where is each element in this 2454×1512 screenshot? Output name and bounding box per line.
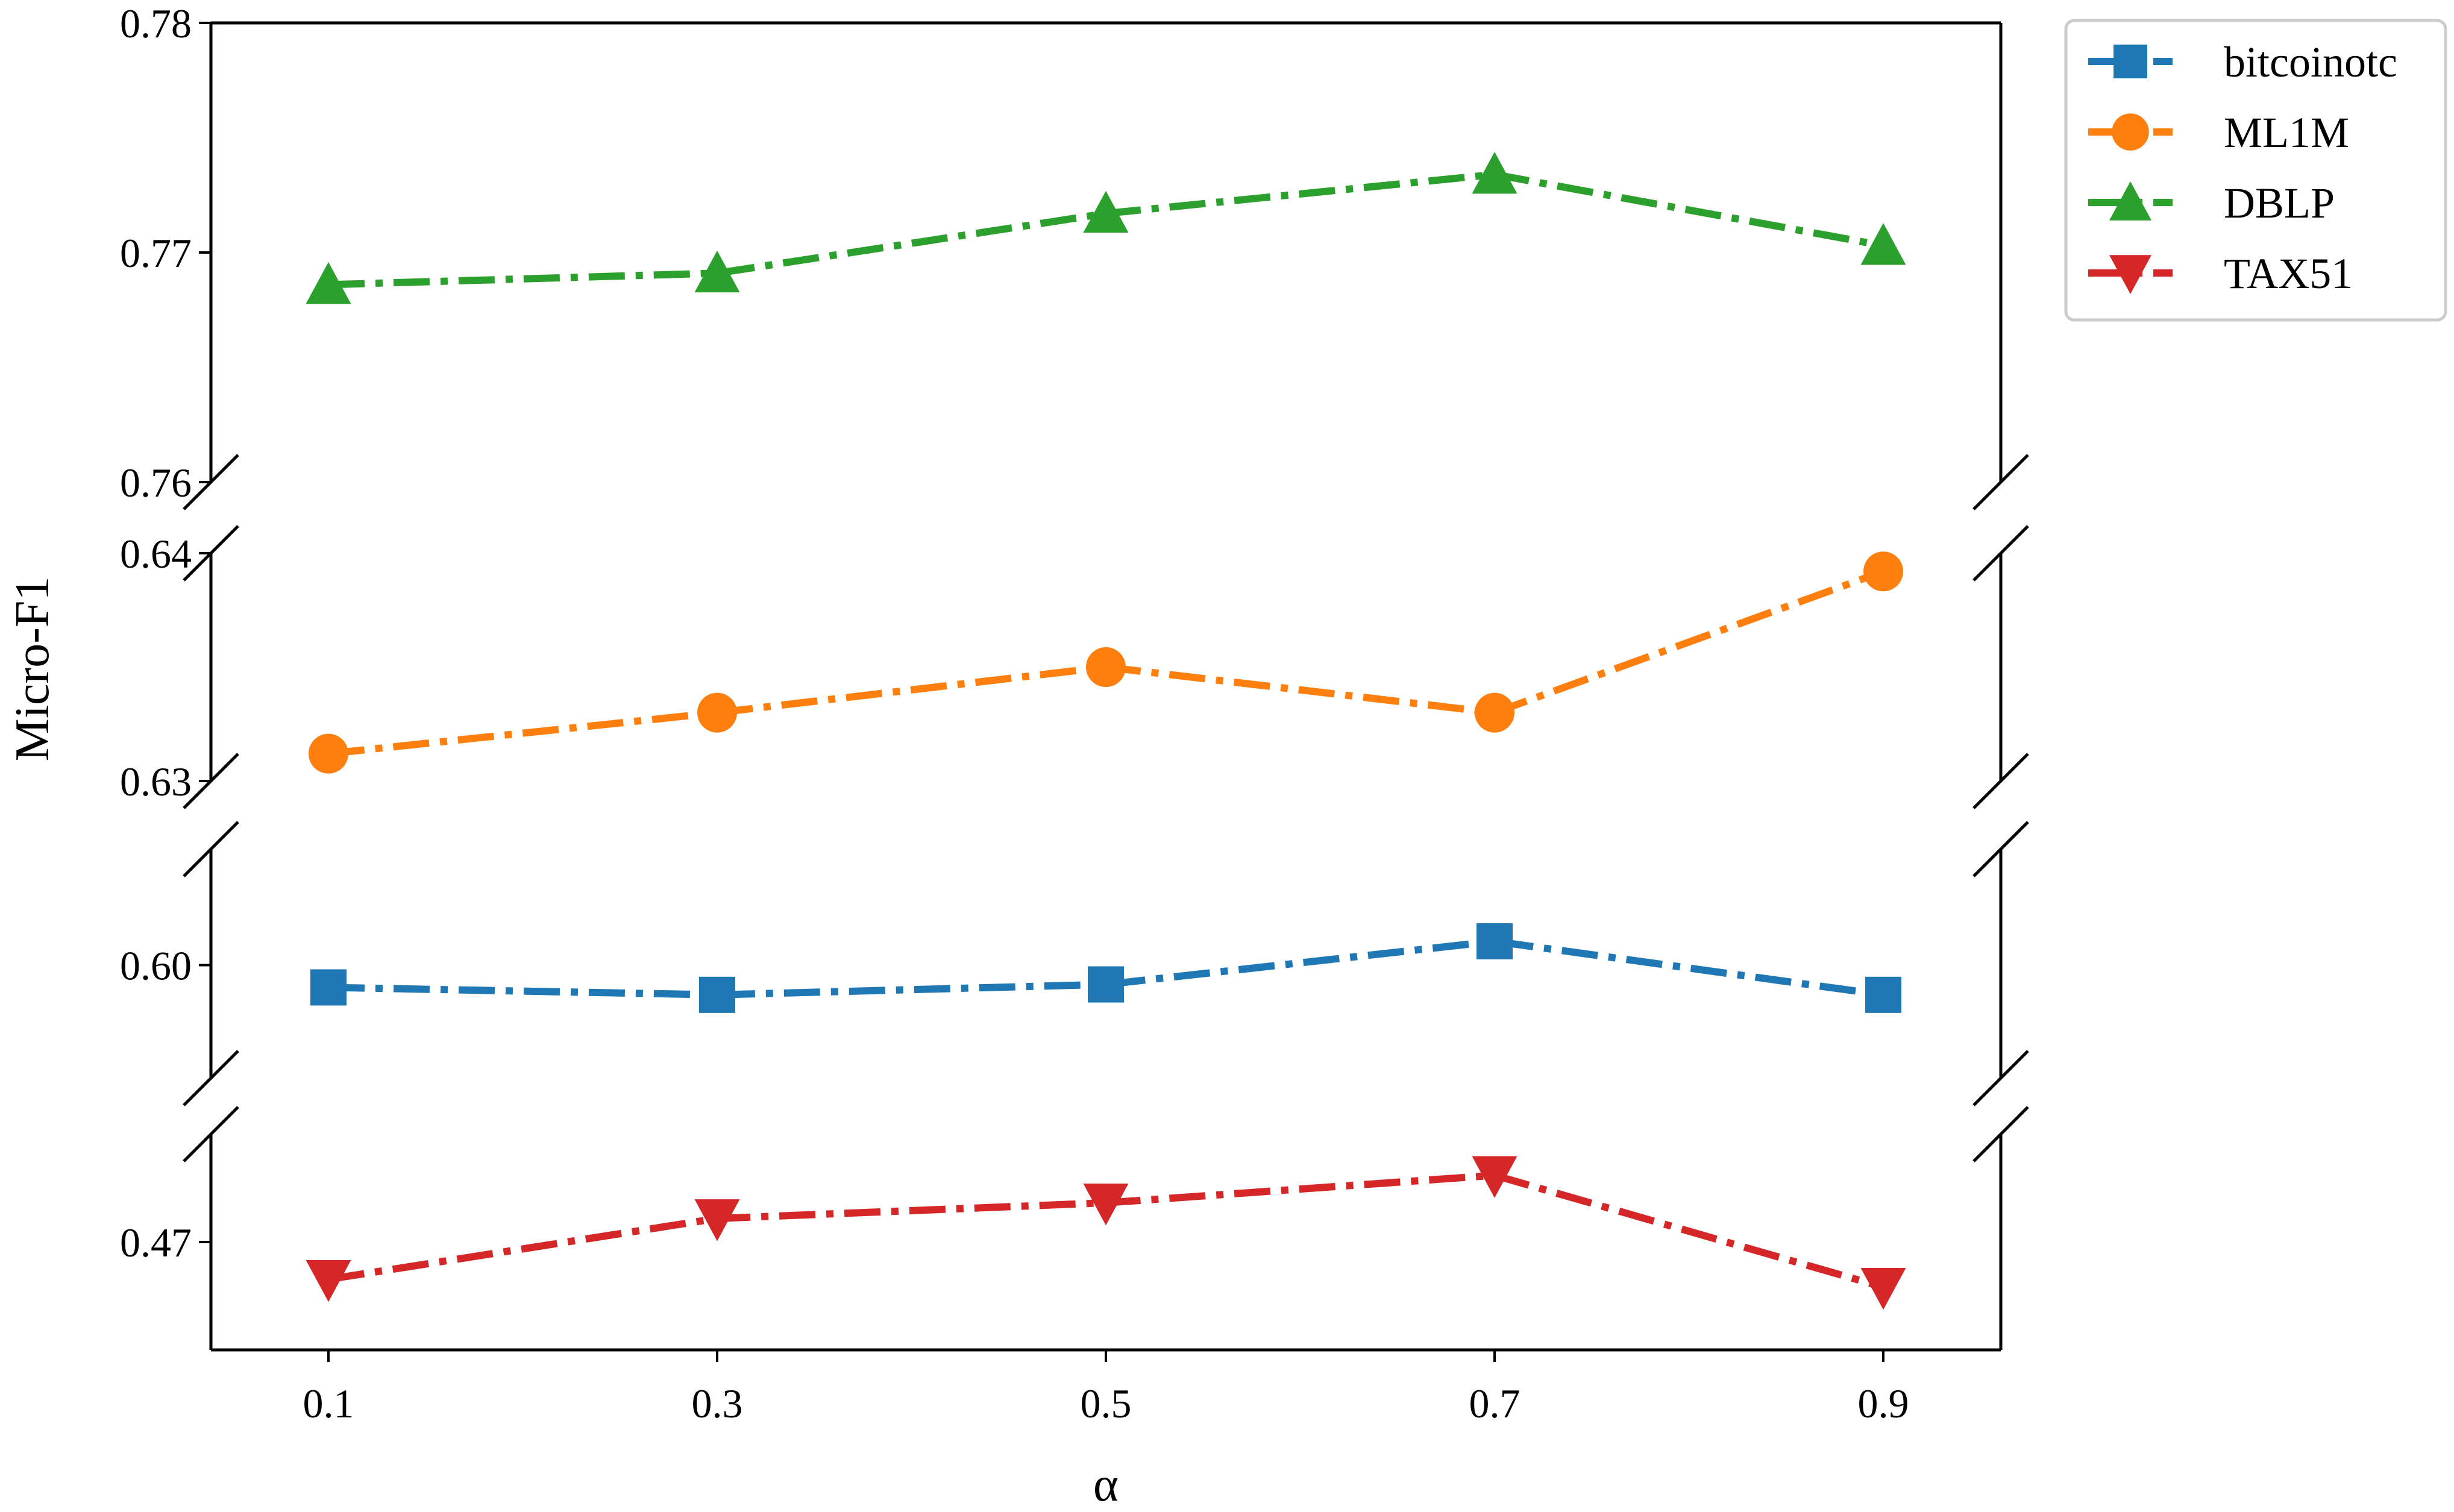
x-tick-label: 0.9 <box>1858 1381 1909 1426</box>
y-axis-label: Micro-F1 <box>6 577 59 762</box>
data-point-bitcoinotc <box>699 976 735 1013</box>
data-point-bitcoinotc <box>1865 976 1901 1013</box>
data-point-ML1M <box>1863 551 1903 592</box>
data-point-TAX51 <box>306 1259 351 1302</box>
y-tick-label: 0.63 <box>120 759 192 805</box>
series-DBLP <box>306 151 1906 304</box>
data-point-ML1M <box>1475 692 1514 733</box>
series-TAX51 <box>306 1156 1906 1310</box>
break-mark <box>183 1050 239 1106</box>
break-mark <box>1972 454 2029 510</box>
legend-label: ML1M <box>2224 108 2349 157</box>
legend-item-bitcoinotc: bitcoinotc <box>2088 38 2397 86</box>
y-tick-label: 0.64 <box>120 531 192 577</box>
legend-label: bitcoinotc <box>2224 38 2397 86</box>
legend-label: DBLP <box>2224 179 2335 227</box>
data-point-bitcoinotc <box>1476 923 1513 959</box>
data-point-DBLP <box>1083 190 1129 233</box>
legend-box <box>2064 19 2447 322</box>
x-tick-label: 0.1 <box>303 1381 354 1426</box>
break-mark <box>1972 1050 2029 1106</box>
data-point-ML1M <box>1086 647 1126 687</box>
x-tick-label: 0.3 <box>692 1381 743 1426</box>
data-point-DBLP <box>1472 151 1517 194</box>
series-layer <box>306 151 1906 1310</box>
legend-item-ML1M: ML1M <box>2088 108 2349 157</box>
legend-label: TAX51 <box>2224 249 2353 298</box>
legend-marker <box>2114 45 2147 78</box>
x-axis-ticks: 0.1 0.3 0.5 0.7 0.9 <box>303 1350 1909 1426</box>
data-point-DBLP <box>1860 223 1906 265</box>
data-point-TAX51 <box>1472 1156 1517 1198</box>
legend-marker <box>2109 255 2151 294</box>
data-point-DBLP <box>306 262 351 304</box>
data-point-ML1M <box>309 733 348 774</box>
break-mark <box>1972 1106 2029 1162</box>
data-point-TAX51 <box>1083 1184 1129 1226</box>
x-axis-label: α <box>1093 1458 1119 1511</box>
break-mark <box>1972 821 2029 877</box>
series-ML1M <box>309 551 1903 774</box>
legend-marker <box>2112 113 2149 151</box>
x-tick-label: 0.5 <box>1081 1381 1132 1426</box>
legend-item-TAX51: TAX51 <box>2088 249 2353 298</box>
break-mark <box>183 821 239 877</box>
y-tick-label: 0.78 <box>120 1 192 46</box>
legend-item-DBLP: DBLP <box>2088 179 2335 227</box>
legend-items: bitcoinotc ML1M DBLP TAX51 <box>2088 38 2397 298</box>
data-point-DBLP <box>694 250 740 293</box>
x-tick-label: 0.7 <box>1469 1381 1520 1426</box>
data-point-bitcoinotc <box>310 969 347 1006</box>
data-point-bitcoinotc <box>1088 966 1124 1003</box>
break-mark <box>183 1106 239 1162</box>
data-point-TAX51 <box>694 1199 740 1241</box>
y-tick-label: 0.76 <box>120 460 192 506</box>
y-axis-ticks: 0.76 0.77 0.78 0.63 0.64 0.60 0.47 <box>120 1 211 1266</box>
break-mark <box>1972 525 2029 582</box>
axis-break-marks <box>183 454 2029 1162</box>
break-mark <box>1972 753 2029 809</box>
data-point-TAX51 <box>1860 1267 1906 1310</box>
legend-marker <box>2109 181 2151 221</box>
data-point-ML1M <box>697 692 737 733</box>
y-tick-label: 0.47 <box>120 1220 192 1266</box>
series-bitcoinotc <box>310 923 1901 1013</box>
y-tick-label: 0.60 <box>120 943 192 988</box>
y-tick-label: 0.77 <box>120 230 192 276</box>
legend: bitcoinotc ML1M DBLP TAX51 <box>2064 19 2447 322</box>
